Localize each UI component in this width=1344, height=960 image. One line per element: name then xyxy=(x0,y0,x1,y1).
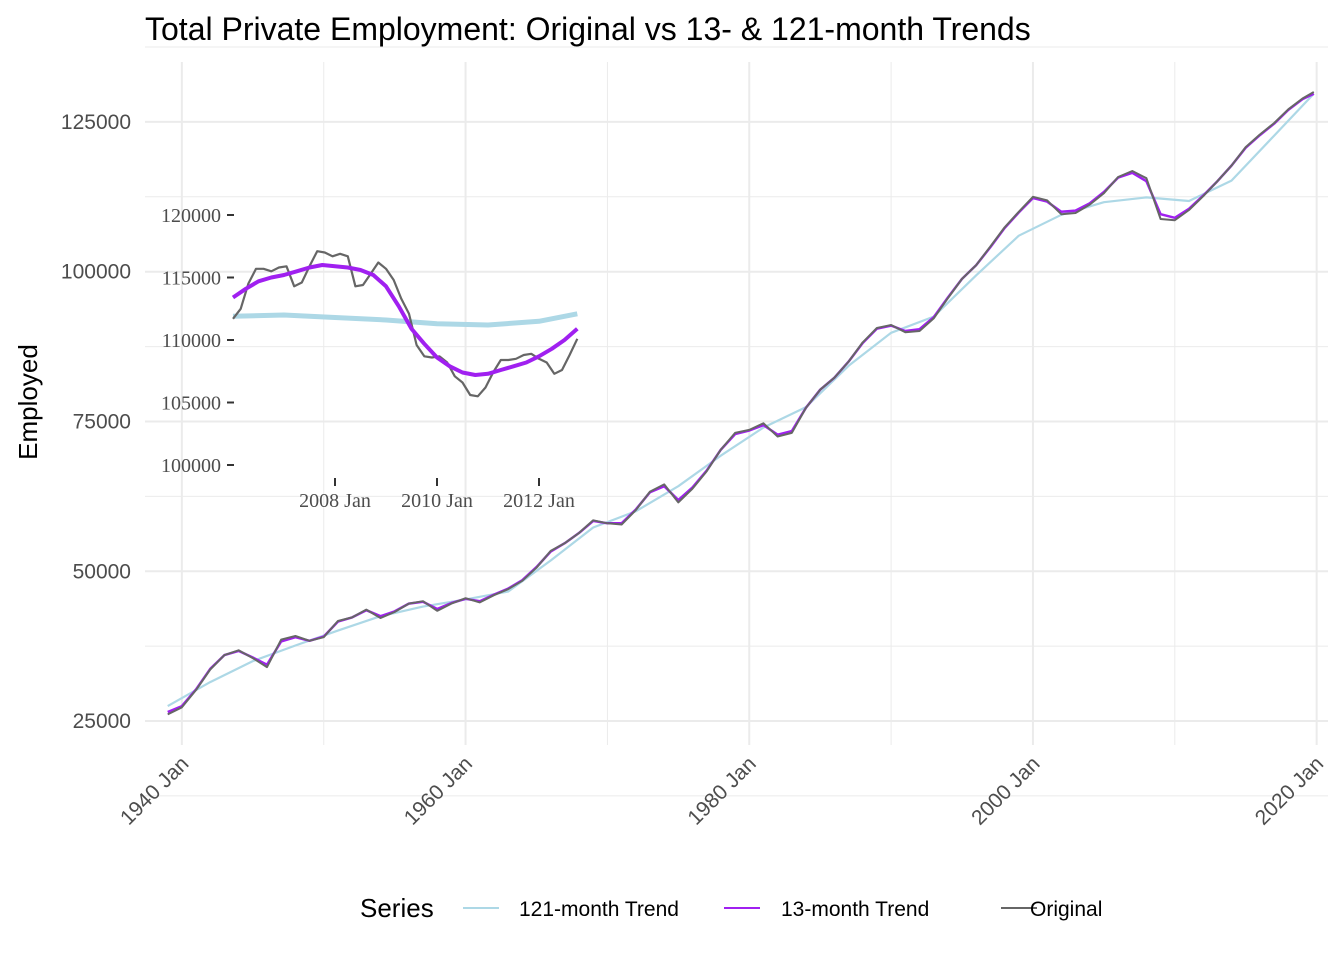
y-tick-group: 25000 50000 75000 100000 125000 xyxy=(61,111,131,733)
inset-y-tick-label: 110000 xyxy=(162,330,221,352)
series-line-13-month-trend xyxy=(167,92,1315,714)
x-tick-label: 1940 Jan xyxy=(116,752,193,829)
legend-title: Series xyxy=(360,893,434,923)
inset-series-line-original xyxy=(232,250,579,398)
y-tick-label: 100000 xyxy=(61,261,131,284)
inset-x-tick-label: 2008 Jan xyxy=(299,490,371,512)
series-line-original xyxy=(167,91,1315,716)
x-tick-label: 2020 Jan xyxy=(1251,752,1328,829)
main-series-group xyxy=(167,91,1315,716)
legend-label-original: Original xyxy=(1030,898,1102,921)
chart-title: Total Private Employment: Original vs 13… xyxy=(145,11,1031,47)
inset-y-tick-label: 100000 xyxy=(161,455,221,477)
inset-x-tick-label: 2010 Jan xyxy=(401,490,473,512)
inset-series-group xyxy=(231,250,579,398)
inset-y-tick-label: 120000 xyxy=(161,205,221,227)
x-tick-label: 2000 Jan xyxy=(967,752,1044,829)
y-axis-label: Employed xyxy=(13,344,43,460)
legend-label-13-month-trend: 13-month Trend xyxy=(781,898,929,921)
y-tick-label: 25000 xyxy=(73,710,131,733)
y-tick-label: 50000 xyxy=(73,560,131,583)
inset-y-tick-label: 115000 xyxy=(162,268,221,290)
inset-y-tick-label: 105000 xyxy=(161,393,221,415)
inset-y-tick-group: 100000 105000 110000 115000 120000 xyxy=(161,205,234,477)
x-tick-group: 1940 Jan 1960 Jan 1980 Jan 2000 Jan 2020 Jan xyxy=(116,752,1328,829)
inset-x-tick-label: 2012 Jan xyxy=(503,490,575,512)
x-tick-label: 1980 Jan xyxy=(683,752,760,829)
series-line-121-month-trend xyxy=(167,93,1315,708)
inset-series-line-13-month-trend xyxy=(231,263,579,377)
legend: Series 121-month Trend 13-month Trend Or… xyxy=(360,893,1102,923)
x-tick-label: 1960 Jan xyxy=(400,752,477,829)
legend-label-121-month-trend: 121-month Trend xyxy=(519,898,679,921)
inset-x-tick-group: 2008 Jan 2010 Jan 2012 Jan xyxy=(299,478,575,512)
y-tick-label: 125000 xyxy=(61,111,131,134)
y-tick-label: 75000 xyxy=(73,410,131,433)
grid xyxy=(145,46,1328,797)
